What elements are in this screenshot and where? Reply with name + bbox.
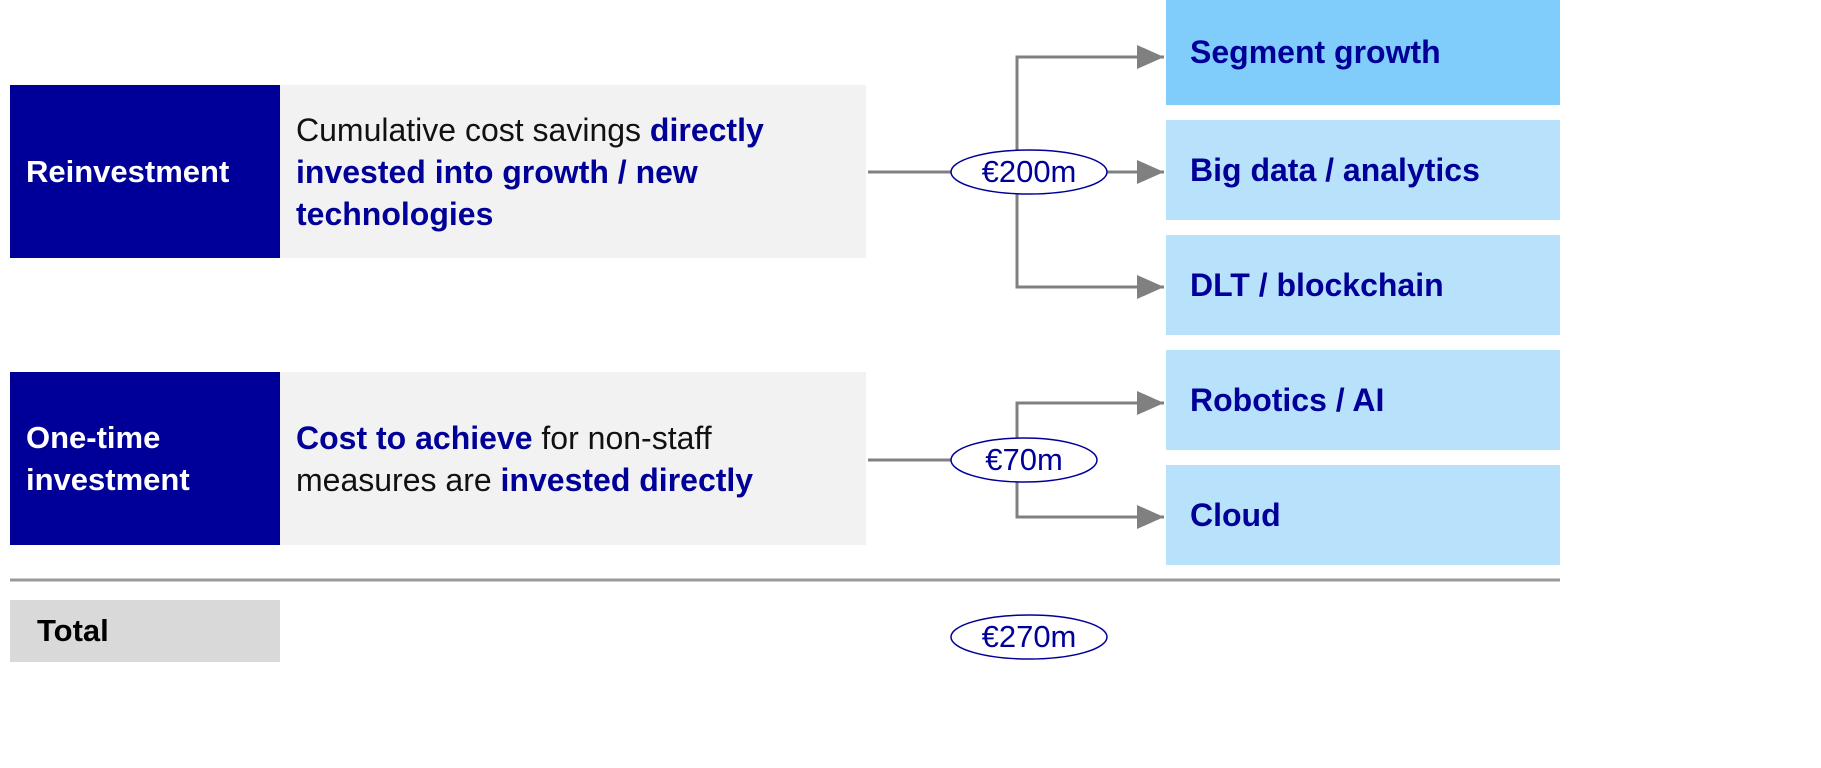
arrows [868,45,1164,529]
total-amount: €270m [982,619,1077,654]
row-label: Reinvestment [10,85,280,258]
row-label: One-time investment [10,372,280,545]
amount-ellipse [950,437,1098,483]
amount: €200m [982,154,1077,189]
emphasis-text: Cost to achieve [296,419,533,456]
emphasis-text: invested directly [500,461,754,498]
total-label: Total [10,600,280,662]
row-description: Cost to achieve for non-staff measures a… [280,372,866,545]
target-box: Robotics / AI [1166,350,1560,450]
emphasis-text: directly invested into growth / new tech… [296,111,764,232]
target-box: Cloud [1166,465,1560,565]
row-description: Cumulative cost savings directly investe… [280,85,866,258]
amount: €70m [985,442,1063,477]
description-text: Cost to achieve for non-staff measures a… [296,417,846,501]
target-box: DLT / blockchain [1166,235,1560,335]
amount-ellipse [950,614,1108,660]
plain-text: for non-staff measures are [296,419,712,498]
amount-ellipse [950,149,1108,195]
target-box: Segment growth [1166,0,1560,105]
plain-text: Cumulative cost savings [296,111,650,148]
target-box: Big data / analytics [1166,120,1560,220]
description-text: Cumulative cost savings directly investe… [296,109,846,235]
